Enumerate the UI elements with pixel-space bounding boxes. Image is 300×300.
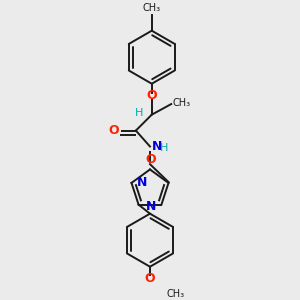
Text: H: H [135,108,143,118]
Text: CH₃: CH₃ [173,98,191,108]
Text: N: N [146,200,156,213]
Text: CH₃: CH₃ [167,289,185,299]
Text: O: O [146,153,156,166]
Text: N: N [152,140,162,153]
Text: CH₃: CH₃ [143,3,161,13]
Text: H: H [160,143,168,153]
Text: O: O [108,124,119,137]
Text: O: O [146,89,157,102]
Text: N: N [137,176,147,189]
Text: O: O [145,272,155,285]
